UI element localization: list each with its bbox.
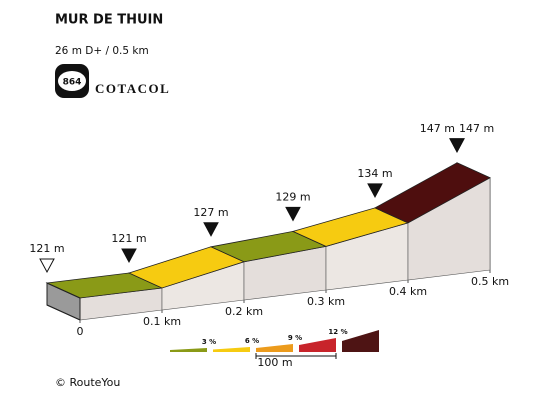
elevation-label: 127 m xyxy=(193,206,228,219)
x-tick-label: 0.4 km xyxy=(389,285,427,298)
legend-swatch xyxy=(299,338,336,352)
subtitle: 26 m D+ / 0.5 km xyxy=(55,45,149,57)
marker xyxy=(203,222,219,237)
legend-label: 12 % xyxy=(328,328,347,336)
scale-label: 100 m xyxy=(257,356,292,369)
marker xyxy=(449,138,465,153)
legend-swatch xyxy=(256,344,293,352)
badge-number: 864 xyxy=(63,78,82,88)
elevation-label: 121 m xyxy=(29,242,64,255)
legend-swatch xyxy=(342,330,379,352)
brand: COTACOL xyxy=(95,81,170,96)
elevation-label: 129 m xyxy=(275,190,310,203)
badge-oval xyxy=(58,71,86,91)
credit: © RouteYou xyxy=(55,376,120,389)
legend-label: 9 % xyxy=(288,334,302,342)
elevation-label: 121 m xyxy=(111,232,146,245)
segment xyxy=(374,162,491,224)
elevation-label: 147 m xyxy=(420,122,455,135)
x-tick-label: 0.3 km xyxy=(307,295,345,308)
x-tick-label: 0.2 km xyxy=(225,305,263,318)
elevation-label: 147 m xyxy=(459,122,494,135)
x-tick-label: 0 xyxy=(77,325,84,338)
legend-swatch xyxy=(213,347,250,352)
legend-label: 6 % xyxy=(245,337,259,345)
marker xyxy=(285,206,301,222)
legend-swatch xyxy=(170,348,207,352)
legend-label: 3 % xyxy=(202,338,216,346)
x-tick-label: 0.1 km xyxy=(143,315,181,328)
title: MUR DE THUIN xyxy=(55,13,163,28)
x-tick-label: 0.5 km xyxy=(471,275,509,288)
marker xyxy=(367,183,383,198)
marker xyxy=(39,258,55,274)
marker xyxy=(121,248,137,264)
elevation-label: 134 m xyxy=(357,167,392,180)
